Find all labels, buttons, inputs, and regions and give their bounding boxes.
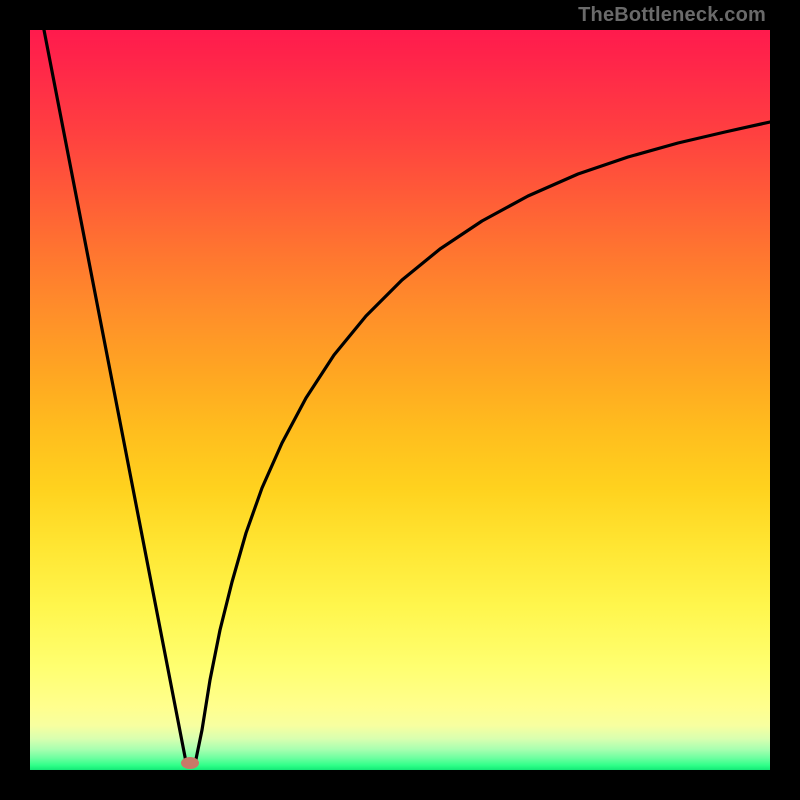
border-bottom <box>0 770 800 800</box>
gradient-background <box>30 30 770 770</box>
minimum-marker <box>181 757 199 769</box>
border-right <box>770 0 800 800</box>
plot-area <box>30 30 770 770</box>
border-left <box>0 0 30 800</box>
plot-svg <box>30 30 770 770</box>
chart-frame: TheBottleneck.com <box>0 0 800 800</box>
watermark-text: TheBottleneck.com <box>578 4 766 27</box>
